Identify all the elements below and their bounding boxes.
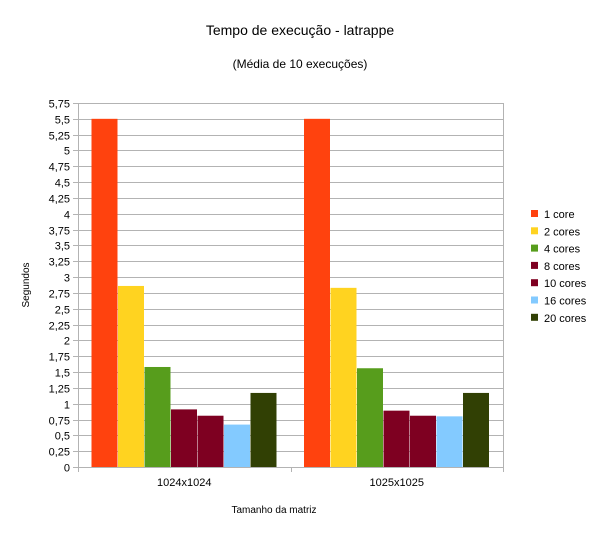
y-tick-label: 4	[64, 210, 70, 222]
legend-label: 10 cores	[544, 278, 587, 290]
x-tick-label: 1025x1025	[370, 477, 424, 489]
y-tick-label: 4,5	[55, 178, 70, 190]
bar	[436, 416, 463, 467]
y-tick-label: 1,5	[55, 368, 70, 380]
chart-subtitle: (Média de 10 execuções)	[233, 57, 368, 71]
legend: 1 core 2 cores 4 cores 8 cores 10 cores 16 co…	[531, 209, 587, 325]
y-tick-label: 1	[64, 400, 70, 412]
bar	[463, 392, 489, 467]
bar	[144, 366, 171, 467]
bar	[357, 368, 383, 467]
bar	[197, 415, 224, 467]
y-tick-label: 0,25	[49, 447, 70, 459]
bar	[250, 392, 277, 467]
bar	[330, 287, 357, 467]
bar	[383, 410, 410, 467]
bar	[304, 118, 330, 468]
legend-swatch	[531, 313, 538, 321]
y-tick-label: 1,25	[49, 384, 70, 396]
y-tick-label: 3,75	[49, 226, 70, 238]
y-tick-label: 2,5	[55, 305, 70, 317]
y-tick-label: 5,75	[49, 99, 70, 111]
legend-swatch	[531, 296, 538, 304]
bar	[171, 409, 197, 467]
legend-swatch	[531, 244, 538, 252]
y-tick-label: 2,25	[49, 321, 70, 333]
y-tick-label: 5	[64, 146, 70, 158]
bars	[91, 118, 489, 468]
y-tick-label: 1,75	[49, 352, 70, 364]
y-tick-label: 0,5	[55, 431, 70, 443]
y-tick-label: 3,5	[55, 241, 70, 253]
x-axis-label: Tamanho da matriz	[231, 505, 316, 516]
legend-label: 16 cores	[544, 296, 587, 308]
bar	[118, 285, 144, 467]
legend-label: 20 cores	[544, 313, 587, 325]
legend-swatch	[531, 261, 538, 269]
y-tick-label: 5,25	[49, 131, 70, 143]
legend-swatch	[531, 210, 538, 217]
legend-label: 2 cores	[544, 226, 581, 238]
legend-label: 8 cores	[544, 261, 581, 273]
bar	[224, 424, 250, 467]
x-axis-ticks: 1024x1024 1025x1025	[78, 467, 504, 489]
y-axis-label: Segundos	[21, 262, 32, 307]
y-tick-label: 0,75	[49, 416, 70, 428]
legend-swatch	[531, 227, 538, 235]
y-axis-ticks: 0 0,25 0,5 0,75 1 1,25 1,5 1,75 2 2,25 2,5 2,75 3 3,2…	[49, 99, 78, 475]
y-tick-label: 3	[64, 273, 70, 285]
y-tick-label: 2,75	[49, 289, 70, 301]
y-tick-label: 2	[64, 336, 70, 348]
bar	[410, 415, 436, 467]
legend-label: 1 core	[544, 209, 575, 221]
legend-swatch	[531, 279, 538, 287]
chart-title: Tempo de execução - latrappe	[206, 22, 395, 38]
y-tick-label: 4,75	[49, 162, 70, 174]
axes	[78, 103, 504, 468]
y-tick-label: 0	[64, 463, 70, 475]
x-tick-label: 1024x1024	[157, 477, 211, 489]
bar	[91, 118, 118, 468]
y-tick-label: 3,25	[49, 257, 70, 269]
y-tick-label: 4,25	[49, 194, 70, 206]
y-tick-label: 5,5	[55, 115, 70, 127]
legend-label: 4 cores	[544, 244, 581, 256]
